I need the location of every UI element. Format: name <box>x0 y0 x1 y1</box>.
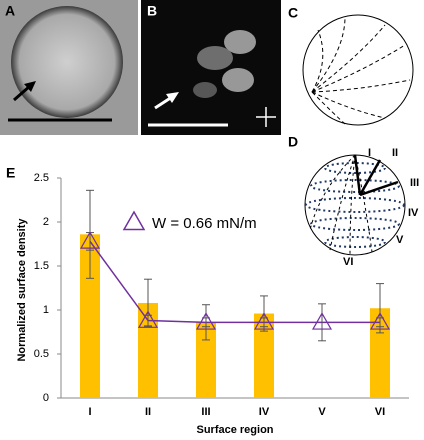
y-tick-label: 1 <box>43 304 49 316</box>
x-tick-label: VI <box>375 406 385 418</box>
diagram-c <box>302 14 414 126</box>
bar <box>254 313 274 398</box>
marker <box>137 310 159 328</box>
x-axis-label: Surface region <box>196 424 273 436</box>
region-label: VI <box>343 256 353 268</box>
marker <box>369 312 391 330</box>
x-tick-label: IV <box>259 406 270 418</box>
bright-lobe <box>193 82 217 98</box>
arrow <box>13 84 31 102</box>
x-tick-label: I <box>88 406 91 418</box>
arrow-head <box>166 92 179 103</box>
legend-label: W = 0.66 mN/m <box>152 215 257 232</box>
arrow-head <box>24 81 36 92</box>
y-tick-label: 2 <box>43 216 49 228</box>
x-tick-label: V <box>318 406 326 418</box>
panel-label: D <box>288 134 298 150</box>
panel-label: B <box>147 3 157 19</box>
bright-lobe <box>222 68 254 92</box>
line <box>89 240 380 324</box>
diagram-d <box>304 154 406 256</box>
y-tick-label: 1.5 <box>34 260 49 272</box>
region-boundaries <box>353 154 399 197</box>
bar <box>196 322 216 398</box>
droplet <box>11 6 123 118</box>
director-lines <box>311 16 411 125</box>
y-axis-label: Normalized surface density <box>16 218 28 362</box>
bright-lobe <box>197 46 233 70</box>
x-tick-label: III <box>201 406 210 418</box>
arrow <box>154 95 173 110</box>
region-label: II <box>392 147 398 159</box>
region-label: III <box>410 177 419 189</box>
marker <box>253 312 275 330</box>
director-lines <box>309 154 373 256</box>
region-label: V <box>396 234 404 246</box>
panel-label: C <box>288 5 298 21</box>
bar <box>80 234 100 398</box>
y-tick-label: 2.5 <box>34 172 49 184</box>
region-label: IV <box>408 207 419 219</box>
latitude-lines <box>305 162 405 248</box>
bright-lobe <box>224 30 256 54</box>
y-tick-label: 0.5 <box>34 348 49 360</box>
marker <box>195 312 217 330</box>
x-tick-label: II <box>145 406 151 418</box>
bar <box>370 308 390 398</box>
panel-label: E <box>6 165 15 181</box>
legend-marker <box>122 210 146 231</box>
panel-label: A <box>5 3 15 19</box>
marker <box>79 231 101 249</box>
polarizer-icon <box>256 107 276 127</box>
y-tick-label: 0 <box>43 392 49 404</box>
marker <box>311 312 333 330</box>
region-label: I <box>368 147 371 159</box>
